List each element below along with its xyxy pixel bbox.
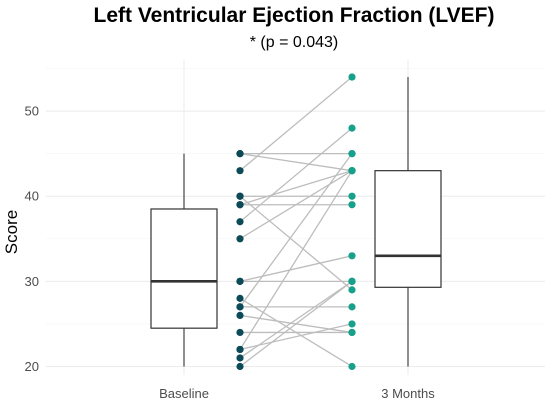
baseline-point xyxy=(236,192,244,200)
baseline-point xyxy=(236,354,244,362)
baseline-point xyxy=(236,201,244,209)
months3-point xyxy=(348,303,356,311)
months3-point xyxy=(348,192,356,200)
pair-line xyxy=(239,170,353,240)
axes: 20 30 40 50 Baseline 3 Months xyxy=(25,104,436,401)
chart-subtitle: * (p = 0.043) xyxy=(250,34,339,51)
baseline-point xyxy=(236,277,244,285)
x-tick-label: 3 Months xyxy=(381,386,435,401)
baseline-point xyxy=(236,303,244,311)
months3-point xyxy=(348,201,356,209)
pair-line xyxy=(239,127,353,223)
pair-line xyxy=(239,170,353,206)
months3-point xyxy=(348,167,356,175)
pair-line xyxy=(239,170,353,350)
box-iqr xyxy=(150,208,218,329)
months3-point xyxy=(348,252,356,260)
baseline-point xyxy=(236,218,244,226)
months3-point xyxy=(348,320,356,328)
x-tick-label: Baseline xyxy=(159,386,209,401)
pair-line xyxy=(239,323,353,351)
pair-line xyxy=(239,280,353,359)
box-iqr xyxy=(374,170,442,288)
months3-point xyxy=(348,328,356,337)
baseline-point xyxy=(236,328,244,337)
baseline-point xyxy=(236,362,244,371)
months3-point xyxy=(348,277,356,285)
months3-point xyxy=(348,150,356,158)
boxes xyxy=(150,77,442,367)
grid xyxy=(46,60,545,375)
baseline-point xyxy=(236,150,244,158)
points xyxy=(236,73,356,371)
box-3-months xyxy=(374,77,442,367)
months3-point xyxy=(348,286,356,294)
box-baseline xyxy=(150,153,218,367)
y-tick-label: 20 xyxy=(25,359,39,374)
paired-lines xyxy=(239,76,353,368)
baseline-point xyxy=(236,235,244,243)
y-tick-label: 40 xyxy=(25,189,39,204)
baseline-point xyxy=(236,345,244,354)
y-tick-label: 50 xyxy=(25,104,39,119)
chart-title: Left Ventricular Ejection Fraction (LVEF… xyxy=(94,4,495,27)
pair-line xyxy=(239,255,353,282)
y-tick-label: 30 xyxy=(25,274,39,289)
months3-point xyxy=(348,73,356,81)
months3-point xyxy=(348,362,356,371)
pair-line xyxy=(239,153,353,308)
baseline-point xyxy=(236,311,244,320)
pair-line xyxy=(239,195,353,291)
pair-line xyxy=(239,76,353,172)
pair-line xyxy=(239,153,353,172)
baseline-point xyxy=(236,167,244,175)
y-axis-title: Score xyxy=(2,210,21,254)
pair-line xyxy=(239,280,353,368)
months3-point xyxy=(348,124,356,132)
baseline-point xyxy=(236,294,244,302)
